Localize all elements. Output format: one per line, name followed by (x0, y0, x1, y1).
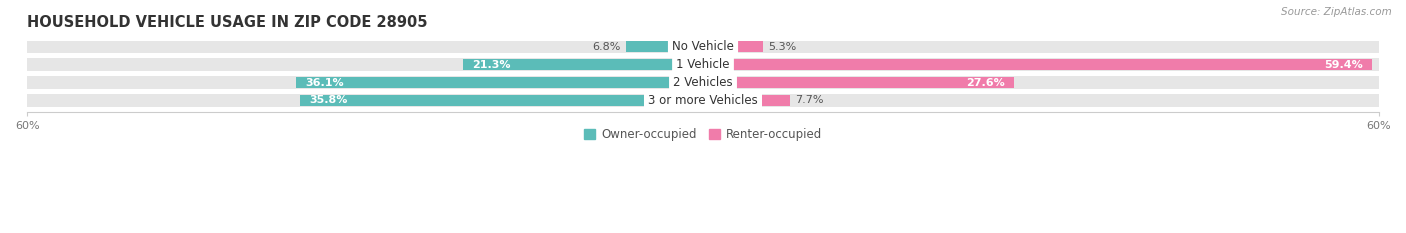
Bar (297, 77, 703, 88)
Text: 36.1%: 36.1% (305, 78, 344, 88)
Bar (27, 41, 1379, 53)
Text: 59.4%: 59.4% (1324, 60, 1362, 70)
Bar (27, 94, 1379, 107)
Bar (703, 59, 1372, 70)
Text: 1 Vehicle: 1 Vehicle (676, 58, 730, 71)
Bar (299, 95, 703, 106)
Text: HOUSEHOLD VEHICLE USAGE IN ZIP CODE 28905: HOUSEHOLD VEHICLE USAGE IN ZIP CODE 2890… (27, 15, 427, 30)
Text: 3 or more Vehicles: 3 or more Vehicles (648, 94, 758, 107)
Text: 27.6%: 27.6% (966, 78, 1005, 88)
Text: 21.3%: 21.3% (472, 60, 510, 70)
Bar (27, 58, 1379, 71)
Text: 2 Vehicles: 2 Vehicles (673, 76, 733, 89)
Text: 7.7%: 7.7% (796, 95, 824, 105)
Bar (27, 76, 1379, 89)
Text: 5.3%: 5.3% (768, 42, 797, 52)
Bar (703, 77, 1014, 88)
Bar (703, 41, 762, 52)
Bar (703, 95, 790, 106)
Text: No Vehicle: No Vehicle (672, 40, 734, 53)
Legend: Owner-occupied, Renter-occupied: Owner-occupied, Renter-occupied (579, 123, 827, 146)
Bar (463, 59, 703, 70)
Text: Source: ZipAtlas.com: Source: ZipAtlas.com (1281, 7, 1392, 17)
Text: 35.8%: 35.8% (309, 95, 347, 105)
Text: 6.8%: 6.8% (592, 42, 621, 52)
Bar (627, 41, 703, 52)
